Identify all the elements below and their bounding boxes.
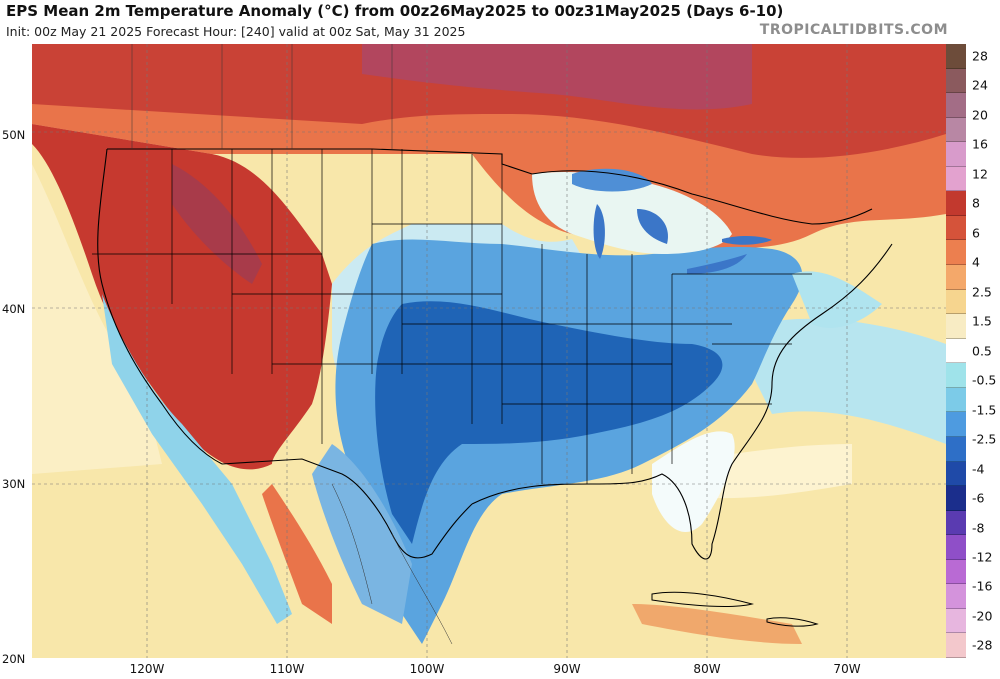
lat-label-40n: 40N [2, 302, 26, 316]
us-great-lakes-border [531, 170, 873, 225]
colorbar-cell [946, 363, 966, 388]
lon-label-120w: 120W [129, 662, 165, 676]
hispaniola-outline [766, 617, 819, 627]
us-gulf-atlantic-coast [471, 243, 893, 560]
colorbar-cell [946, 117, 966, 143]
colorbar-cell [946, 191, 966, 216]
colorbar-tick-label: -12 [972, 549, 993, 565]
lon-label-90w: 90W [553, 662, 581, 676]
colorbar-tick-label: -6 [972, 490, 985, 506]
lon-label-100w: 100W [409, 662, 445, 676]
colorbar-tick-label: -4 [972, 461, 985, 477]
map-subtitle: Init: 00z May 21 2025 Forecast Hour: [24… [6, 24, 466, 39]
lat-label-30n: 30N [2, 477, 26, 491]
colorbar-legend [946, 44, 966, 658]
intl-borders [131, 44, 453, 645]
colorbar-cell [946, 584, 966, 609]
lake-huron [637, 209, 668, 244]
colorbar-tick-label: -28 [972, 637, 993, 653]
colorbar-cell [946, 436, 966, 462]
colorbar-cell [946, 338, 966, 364]
colorbar-tick-label: -1.5 [972, 402, 997, 418]
colorbar-tick-label: 4 [972, 254, 980, 270]
lake-michigan [593, 204, 605, 259]
colorbar-tick-label: -0.5 [972, 372, 997, 388]
colorbar-tick-label: 2.5 [972, 284, 992, 300]
lon-label-70w: 70W [833, 662, 861, 676]
colorbar-cell [946, 633, 966, 658]
colorbar-cell [946, 240, 966, 266]
colorbar-cell [946, 608, 966, 634]
colorbar-tick-label: 1.5 [972, 313, 992, 329]
great-lakes-neutral-zone [532, 172, 732, 254]
lat-label-50n: 50N [2, 128, 26, 142]
colorbar-cell [946, 314, 966, 339]
mexico-cool-zone [312, 444, 412, 624]
colorbar-cell [946, 265, 966, 290]
lake-ontario [722, 236, 772, 245]
us-pacific-coast [97, 148, 223, 465]
colorbar-cell [946, 289, 966, 315]
colorbar-tick-label: 16 [972, 136, 988, 152]
colorbar-cell [946, 559, 966, 585]
colorbar-cell [946, 44, 966, 69]
state-borders [92, 149, 812, 484]
central-cold-core [375, 301, 723, 544]
colorbar-cell [946, 510, 966, 536]
colorbar-tick-label: 0.5 [972, 343, 992, 359]
map-canvas [32, 44, 946, 658]
colorbar-cell [946, 142, 966, 167]
colorbar-cell [946, 387, 966, 413]
us-canada-border [107, 148, 533, 175]
colorbar-cell [946, 68, 966, 94]
brand-watermark: TROPICALTIDBITS.COM [759, 22, 948, 38]
colorbar-cell [946, 166, 966, 192]
lake-erie [687, 254, 747, 274]
hudson-bay-hot-zone [362, 44, 752, 110]
colorbar-cell [946, 535, 966, 560]
colorbar-cell [946, 215, 966, 241]
colorbar-tick-label: 12 [972, 166, 988, 182]
colorbar-tick-label: 24 [972, 77, 988, 93]
colorbar-tick-label: 28 [972, 48, 988, 64]
us-borders [97, 148, 893, 560]
cuba-outline [651, 591, 753, 608]
mexico-warm-zone [262, 484, 332, 624]
lon-label-110w: 110W [269, 662, 305, 676]
caribbean-warm-zone [632, 604, 802, 644]
colorbar-tick-label: -20 [972, 608, 993, 624]
colorbar-tick-label: 8 [972, 195, 980, 211]
map-title: EPS Mean 2m Temperature Anomaly (°C) fro… [6, 2, 784, 20]
western-us-hot-zone [32, 124, 332, 470]
colorbar-cell [946, 412, 966, 437]
colorbar-tick-label: 20 [972, 107, 988, 123]
colorbar-cell [946, 93, 966, 118]
colorbar-tick-label: 6 [972, 225, 980, 241]
colorbar-cell [946, 461, 966, 487]
pacific-neutral-zone [32, 164, 162, 474]
us-mexico-border [221, 458, 473, 559]
lat-label-20n: 20N [2, 652, 26, 666]
lake-superior [572, 168, 652, 192]
colorbar-tick-label: -16 [972, 578, 993, 594]
graticule-lines [32, 44, 946, 658]
lon-label-80w: 80W [693, 662, 721, 676]
colorbar-tick-label: -2.5 [972, 431, 997, 447]
atlantic-cool-zone [732, 318, 946, 444]
colorbar-cell [946, 486, 966, 511]
pacific-coast-cool-strip [102, 294, 292, 624]
southeast-neutral-zone [652, 431, 735, 533]
temperature-anomaly-map [32, 44, 946, 658]
gulf-of-maine-cool-zone [792, 271, 882, 328]
colorbar-tick-label: -8 [972, 520, 985, 536]
